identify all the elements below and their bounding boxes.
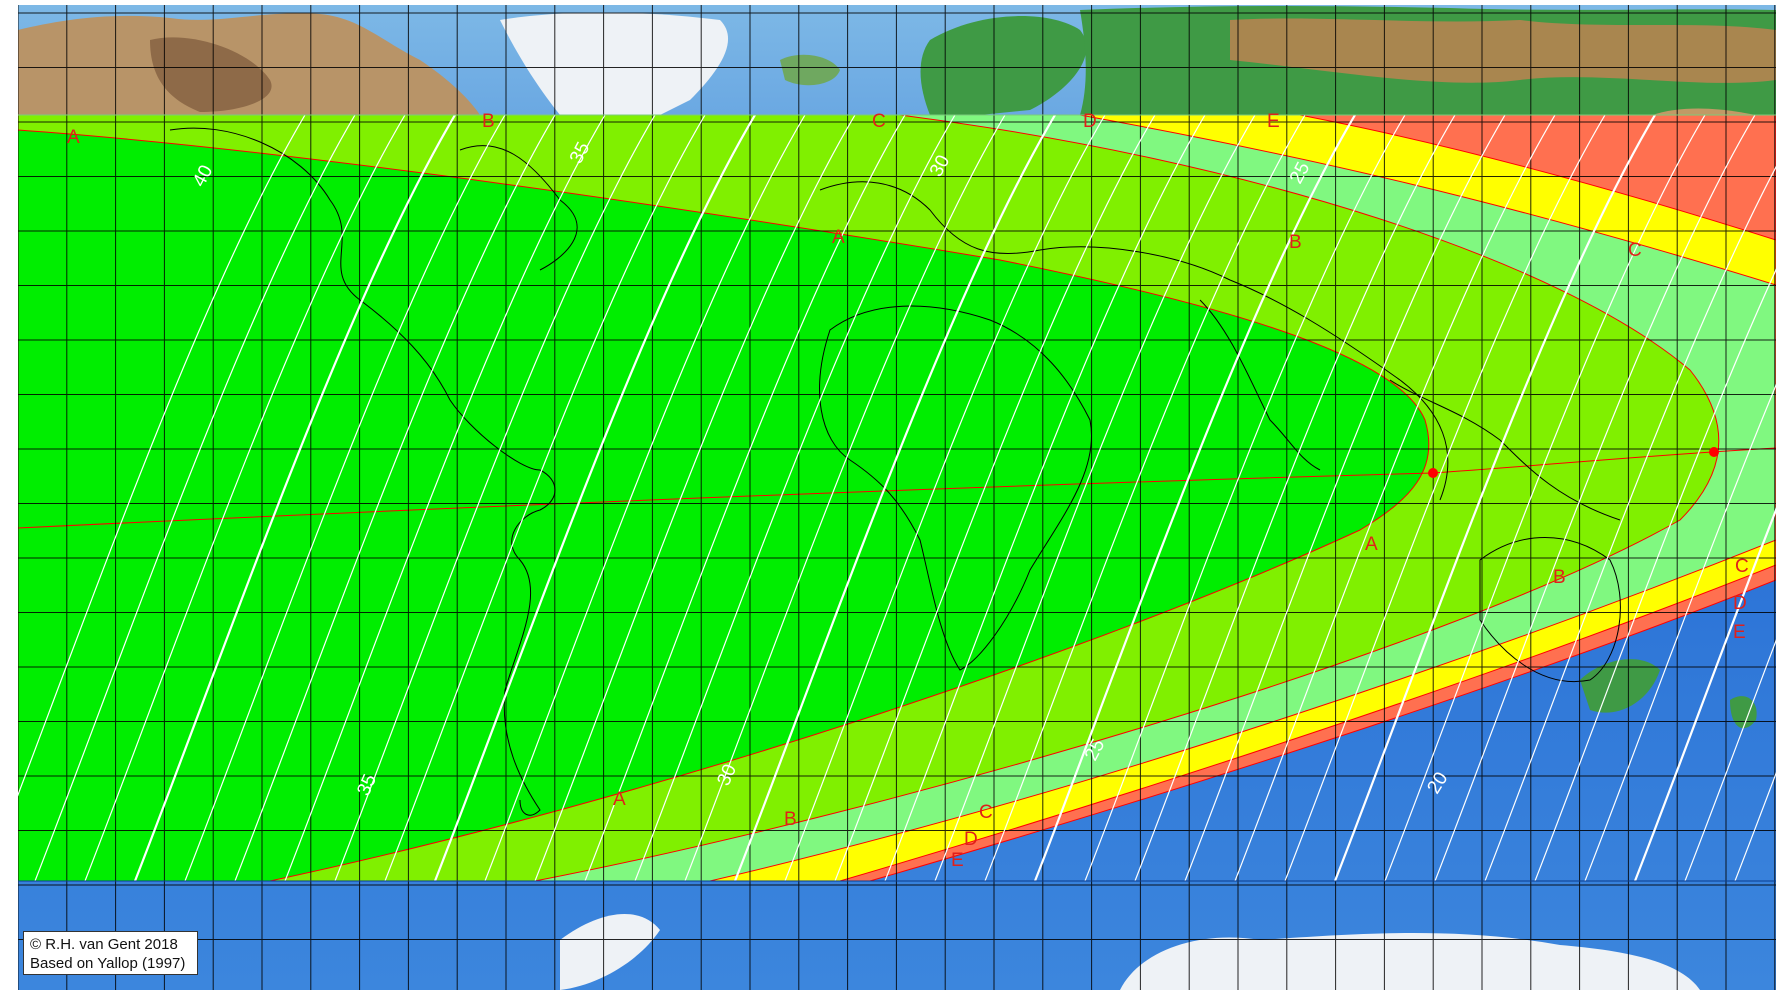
age-contour-line — [584, 114, 906, 882]
age-contour-line — [1734, 771, 1776, 882]
visibility-zone-a — [18, 129, 1430, 881]
zone-labels: A B C D E A B C A B C D E A B C D E — [67, 111, 1749, 871]
zone-label-c: C — [979, 802, 993, 823]
coastlines — [169, 127, 1621, 816]
age-contour-line — [1484, 165, 1776, 882]
age-contour-line — [484, 114, 806, 882]
credit-box: © R.H. van Gent 2018 Based on Yallop (19… — [23, 931, 198, 975]
zone-label-c: C — [1735, 556, 1749, 577]
zone-label-b: B — [1553, 567, 1566, 588]
age-contour-line — [133, 114, 456, 882]
age-contour-line — [884, 114, 1206, 882]
zone-label-a: A — [67, 127, 80, 148]
zone-label-c: C — [872, 111, 886, 132]
age-contour-line — [1333, 114, 1656, 882]
age-contour-line — [1084, 114, 1406, 882]
age-contour-line — [634, 114, 956, 882]
zone-label-a: A — [832, 227, 845, 248]
age-contour-line — [1534, 268, 1776, 882]
zone-vertex-marker-b — [1709, 447, 1719, 457]
age-contour-line — [1184, 114, 1506, 882]
age-contour-line — [1633, 507, 1776, 882]
age-contour-line — [1434, 114, 1756, 882]
zone-label-e: E — [951, 850, 964, 871]
age-contour-line — [1234, 114, 1556, 882]
age-contour-line — [1134, 114, 1456, 882]
age-contour-line — [834, 114, 1156, 882]
zone-label-c: C — [1628, 240, 1642, 261]
age-contour-line — [84, 114, 406, 882]
moon-age-contours — [18, 114, 1776, 882]
age-contour-line — [684, 114, 1006, 882]
zone-vertex-marker-a — [1428, 468, 1438, 478]
zone-label-b: B — [1289, 232, 1302, 253]
zone-label-e: E — [1733, 622, 1746, 643]
age-contour-line — [234, 114, 556, 882]
age-contour-line — [934, 114, 1256, 882]
zone-axis-line — [18, 447, 1776, 529]
age-contour-line — [784, 114, 1106, 882]
zone-label-d: D — [1733, 593, 1747, 614]
zone-label-a: A — [1365, 534, 1378, 555]
northern-land — [18, 5, 1776, 230]
age-contour-line — [184, 114, 506, 882]
age-contour-line — [1684, 639, 1776, 882]
southern-land — [560, 659, 1757, 990]
credit-line-2: Based on Yallop (1997) — [30, 955, 186, 972]
age-contour-line — [984, 114, 1306, 882]
age-contour-line — [18, 114, 306, 797]
age-contour-line — [34, 114, 356, 882]
age-contour-line — [1284, 114, 1606, 882]
age-contour-line — [534, 114, 856, 882]
age-contour-line — [1584, 383, 1776, 882]
age-contour-line — [1384, 114, 1706, 882]
age-contour-line — [334, 114, 656, 882]
age-contour-line — [284, 114, 606, 882]
zone-label-a: A — [613, 789, 626, 810]
age-contour-line — [433, 114, 756, 882]
zone-label-d: D — [1083, 111, 1097, 132]
credit-line-1: © R.H. van Gent 2018 — [30, 936, 178, 953]
zone-label-b: B — [784, 809, 797, 830]
zone-label-e: E — [1267, 111, 1280, 132]
age-contour-line — [384, 114, 706, 882]
age-contour-line — [1033, 114, 1356, 882]
zone-label-d: D — [964, 829, 978, 850]
zone-label-b: B — [482, 111, 495, 132]
age-contour-line — [733, 114, 1056, 882]
